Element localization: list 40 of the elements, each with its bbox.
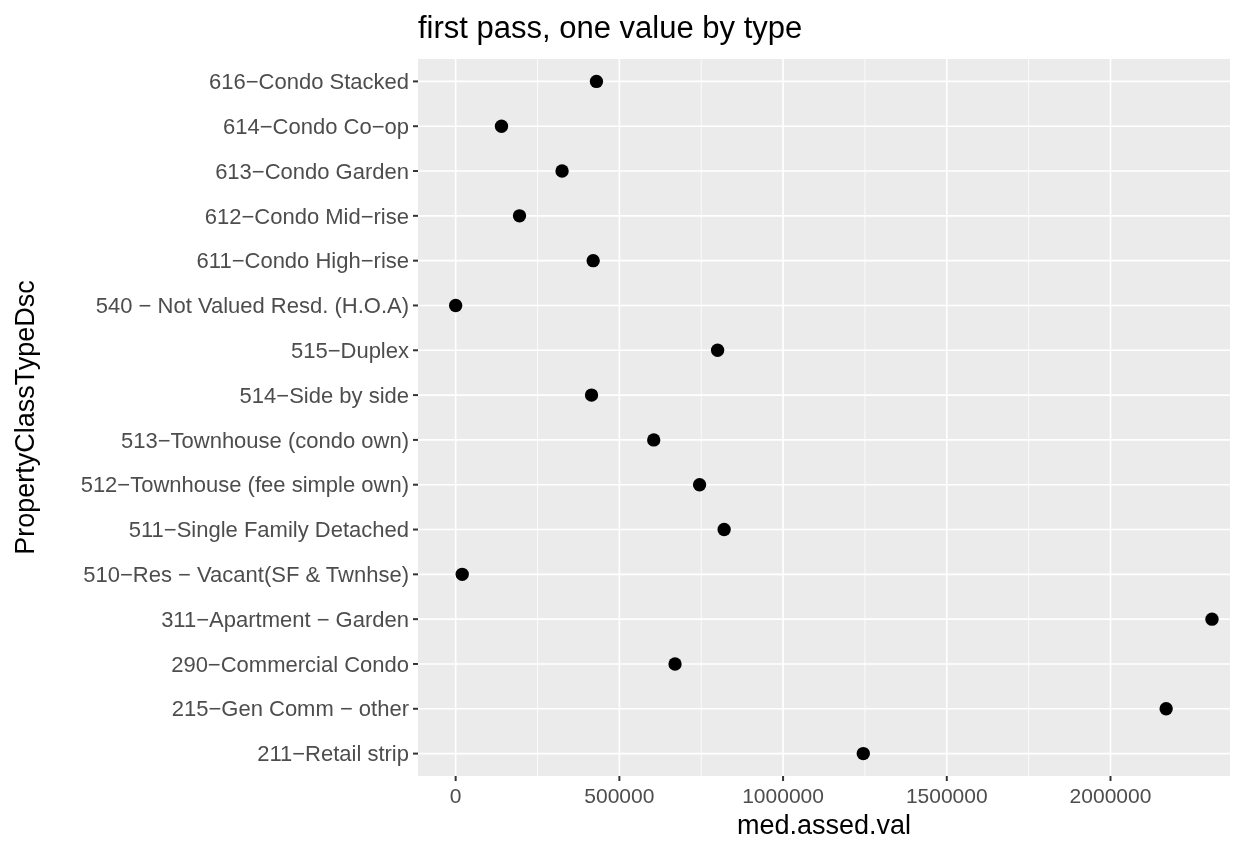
point xyxy=(494,119,509,133)
y-tick-label: 614−Condo Co−op xyxy=(223,113,409,139)
point xyxy=(555,164,569,178)
x-tick-label: 1000000 xyxy=(742,784,824,807)
point xyxy=(717,522,731,537)
y-tick-label: 510−Res − Vacant(SF & Twnhse) xyxy=(83,562,409,588)
point xyxy=(455,567,469,582)
point xyxy=(710,343,725,357)
y-tick-label: 311−Apartment − Garden xyxy=(161,606,409,632)
point xyxy=(668,657,682,671)
y-tick-label: 215−Gen Comm − other xyxy=(171,696,409,722)
y-tick-label: 616−Condo Stacked xyxy=(209,69,409,95)
x-tick-label: 1500000 xyxy=(905,784,988,807)
y-axis-title: PropertyClassTypeDsc xyxy=(10,280,40,555)
y-tick-label: 290−Commercial Condo xyxy=(171,651,409,677)
point xyxy=(692,478,707,492)
y-tick-label: 514−Side by side xyxy=(239,382,409,408)
y-tick-label: 515−Duplex xyxy=(290,337,409,363)
point xyxy=(1205,612,1219,626)
y-tick-label: 513−Townhouse (condo own) xyxy=(120,427,409,453)
point xyxy=(586,253,600,268)
x-tick-label: 500000 xyxy=(584,784,655,807)
point xyxy=(1159,702,1173,716)
x-tick-label: 0 xyxy=(449,784,462,807)
y-tick-label: 613−Condo Garden xyxy=(215,158,409,184)
y-tick-label: 612−Condo Mid−rise xyxy=(204,203,409,229)
y-tick-label: 512−Townhouse (fee simple own) xyxy=(80,472,409,498)
x-axis-title: med.assed.val xyxy=(736,810,912,840)
y-tick-label: 611−Condo High−rise xyxy=(196,248,409,274)
x-tick-label: 2000000 xyxy=(1069,784,1152,807)
point xyxy=(584,388,599,402)
y-tick-label: 511−Single Family Detached xyxy=(128,517,409,543)
point xyxy=(448,298,463,313)
point xyxy=(856,746,870,761)
point xyxy=(589,74,604,89)
y-tick-label: 211−Retail strip xyxy=(257,741,409,767)
chart-title: first pass, one value by type xyxy=(418,10,803,45)
point xyxy=(647,433,661,447)
point xyxy=(512,209,527,223)
y-tick-label: 540 − Not Valued Resd. (H.O.A) xyxy=(95,293,409,319)
